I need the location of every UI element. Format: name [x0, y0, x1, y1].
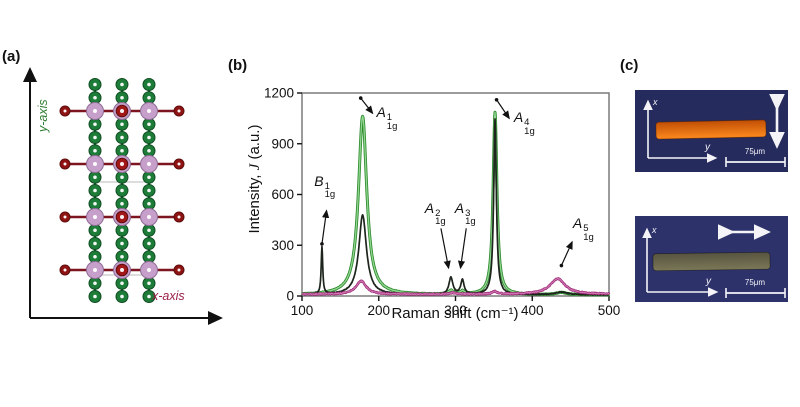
- y-tick-label: 1200: [264, 86, 294, 101]
- y-tick-label: 900: [271, 136, 294, 151]
- m2-x-label: x: [651, 225, 657, 235]
- panel-c-label: (c): [620, 57, 639, 74]
- y-tick-label: 0: [286, 289, 294, 304]
- annotation-arrow-B1g-1: [321, 209, 330, 244]
- spectrum-green-highlight: [301, 111, 610, 296]
- a-y-axis-label: y-axis: [36, 99, 50, 132]
- ylabel-suffix: (a.u.): [246, 124, 263, 164]
- m1-y-label: y: [704, 142, 711, 153]
- x-tick-label: 500: [598, 303, 621, 318]
- annotation-arrow-A1g-5: [560, 240, 573, 266]
- spectrum-magenta-highlight: [301, 277, 610, 296]
- annotation-arrow-A1g-4: [496, 99, 510, 120]
- micrograph-orange: x y 75μm: [635, 90, 788, 172]
- a-x-axis-label: x-axis: [152, 289, 185, 303]
- m2-scale-label: 75μm: [745, 278, 766, 287]
- spectrum-green: [300, 110, 611, 297]
- annotation-arrow-A1g-2: [440, 228, 451, 270]
- chart-y-axis-label: Intensity, J (a.u.): [246, 93, 264, 265]
- crystal-flake-gray: [652, 251, 771, 272]
- x-tick-label: 200: [367, 303, 390, 318]
- crystal-lattice: [59, 78, 185, 303]
- m2-y-label: y: [705, 276, 712, 287]
- ylabel-italic-j: J: [247, 163, 263, 171]
- crystal-flake-orange: [655, 119, 767, 140]
- chart-x-axis-label: Raman shift (cm⁻¹): [391, 305, 519, 322]
- panel-b-label: (b): [228, 57, 248, 74]
- x-tick-label: 400: [521, 303, 544, 318]
- raman-spectrum-chart: 100 200 300 400 500 0 300 600 900 1200: [264, 86, 621, 319]
- annotation-arrow-A1g-3: [457, 228, 467, 270]
- x-tick-label: 300: [444, 303, 467, 318]
- y-tick-label: 300: [271, 238, 294, 253]
- ylabel-prefix: Intensity,: [246, 170, 263, 234]
- m1-scale-label: 75μm: [745, 147, 766, 156]
- m1-x-label: x: [652, 97, 658, 107]
- micrograph-gray: x y 75μm: [635, 216, 788, 302]
- x-tick-label: 100: [291, 303, 314, 318]
- panel-a-label: (a): [2, 48, 21, 65]
- annotation-arrow-A1g-1: [360, 97, 374, 115]
- y-tick-label: 600: [271, 187, 294, 202]
- spectrum-dark-green: [301, 118, 610, 296]
- crystal-structure-diagram: [23, 67, 223, 325]
